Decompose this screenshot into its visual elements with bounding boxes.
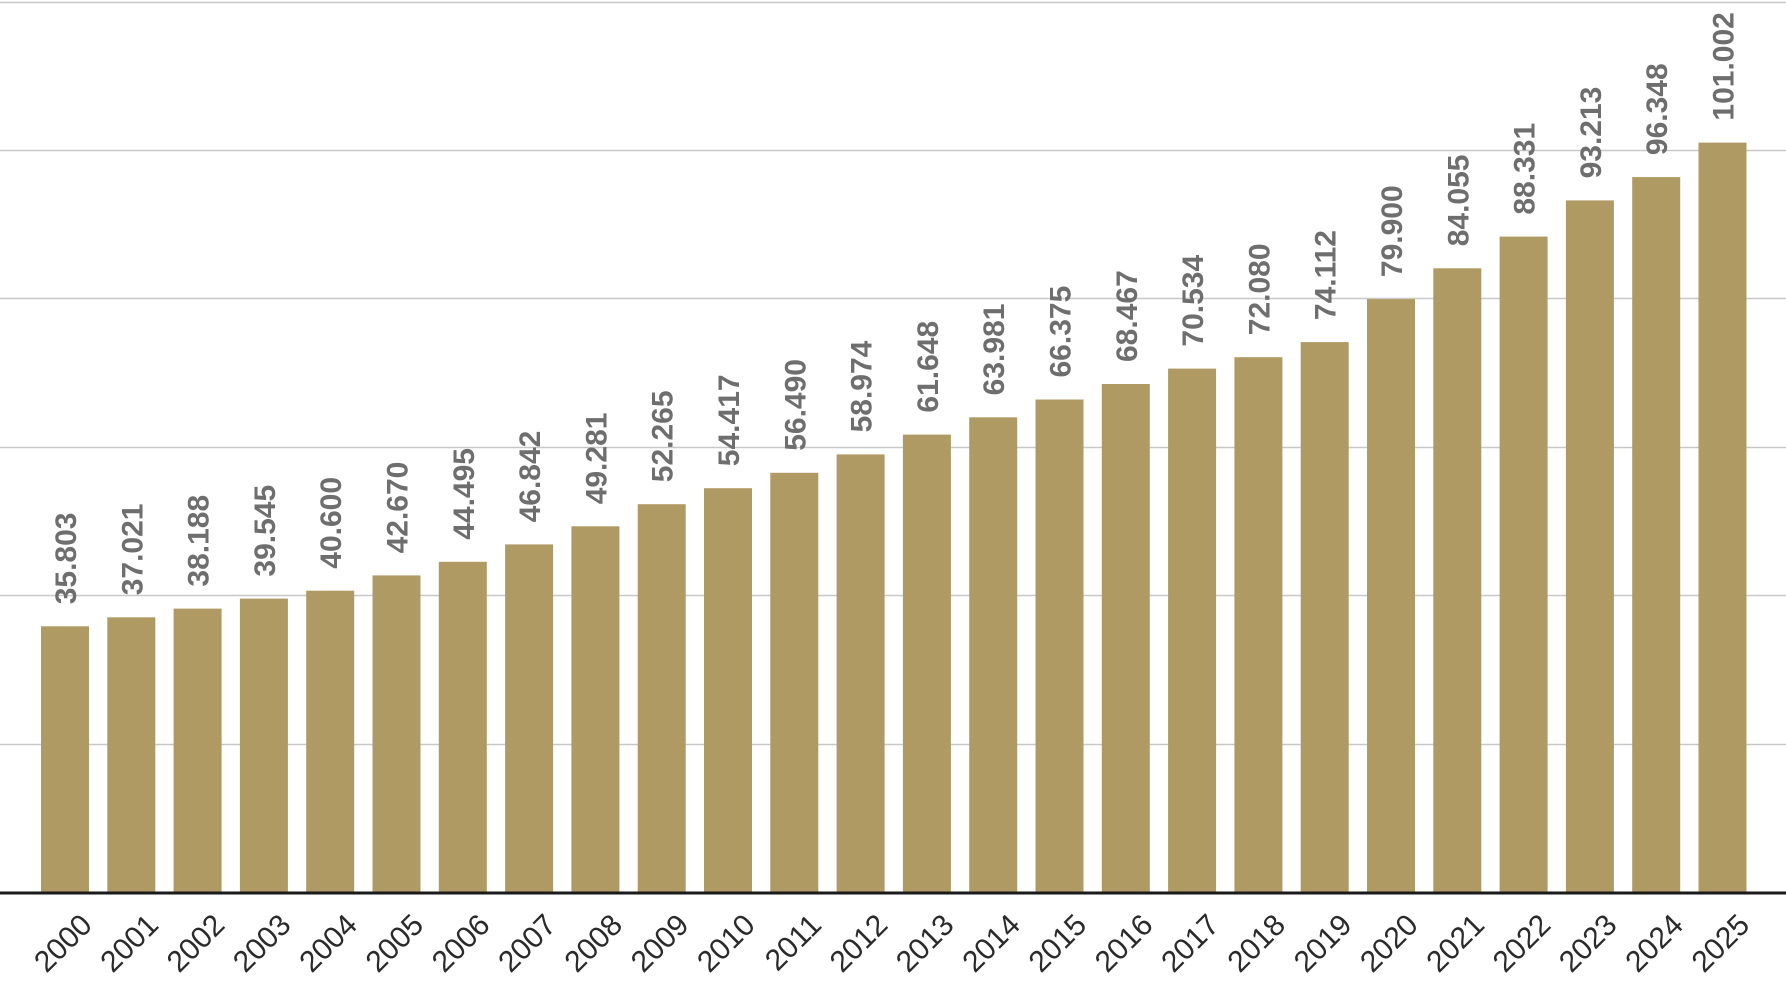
- bar-2022: [1499, 236, 1548, 893]
- value-label-2017: 70.534: [1177, 255, 1210, 347]
- value-labels: 35.803 37.021 38.188 39.545 40.600 42.670 44.4…: [50, 12, 1741, 604]
- bar-2018: [1234, 357, 1283, 892]
- value-label-2023: 93.213: [1575, 87, 1608, 179]
- x-tick-label-2003: 2003: [227, 908, 298, 979]
- value-label-2002: 38.188: [183, 495, 216, 587]
- x-tick-label-2024: 2024: [1619, 908, 1690, 979]
- bars: [41, 142, 1747, 893]
- bar-2023: [1565, 200, 1614, 892]
- bar-2020: [1367, 299, 1415, 893]
- x-tick-label-2021: 2021: [1420, 908, 1491, 979]
- bar-2016: [1101, 384, 1150, 892]
- x-tick-label-2006: 2006: [426, 908, 497, 979]
- x-tick-label-2020: 2020: [1354, 908, 1425, 979]
- x-tick-labels: 2000200120022003200420052006200720082009…: [28, 908, 1756, 979]
- value-label-2004: 40.600: [315, 477, 348, 569]
- value-label-2018: 72.080: [1243, 243, 1276, 335]
- x-tick-label-2018: 2018: [1222, 908, 1293, 979]
- x-tick-label-2008: 2008: [559, 908, 630, 979]
- bar-2019: [1300, 342, 1349, 893]
- value-label-2025: 101.002: [1708, 12, 1741, 120]
- value-label-2005: 42.670: [382, 462, 415, 554]
- x-tick-label-2016: 2016: [1089, 908, 1160, 979]
- bar-2010: [704, 488, 752, 892]
- x-tick-label-2007: 2007: [492, 908, 563, 979]
- bar-2007: [505, 544, 554, 892]
- value-label-2008: 49.281: [580, 413, 613, 505]
- value-label-2010: 54.417: [713, 374, 746, 466]
- bar-2003: [239, 598, 288, 892]
- value-label-2021: 84.055: [1442, 155, 1475, 247]
- x-tick-label-2005: 2005: [360, 908, 431, 979]
- x-tick-label-2004: 2004: [293, 908, 364, 979]
- value-label-2016: 68.467: [1111, 270, 1144, 362]
- x-tick-label-2023: 2023: [1553, 908, 1624, 979]
- bar-2013: [902, 434, 951, 892]
- bar-2006: [438, 561, 487, 892]
- x-tick-label-2019: 2019: [1288, 908, 1359, 979]
- x-tick-label-2015: 2015: [1023, 908, 1094, 979]
- value-label-2009: 52.265: [647, 390, 680, 482]
- x-tick-label-2000: 2000: [28, 908, 99, 979]
- x-tick-label-2002: 2002: [161, 908, 232, 979]
- bar-2021: [1433, 268, 1482, 892]
- bar-2004: [306, 590, 355, 892]
- value-label-2001: 37.021: [116, 504, 149, 596]
- value-label-2011: 56.490: [779, 359, 812, 451]
- value-label-2000: 35.803: [50, 513, 83, 605]
- x-tick-label-2009: 2009: [625, 908, 696, 979]
- value-label-2012: 58.974: [846, 340, 879, 432]
- bar-2025: [1698, 142, 1747, 893]
- bar-2024: [1632, 177, 1681, 893]
- value-label-2003: 39.545: [249, 485, 282, 577]
- gridlines: [0, 1, 1786, 746]
- x-tick-label-2011: 2011: [759, 908, 828, 977]
- bar-2002: [173, 608, 222, 892]
- bar-2011: [770, 472, 819, 892]
- bar-2015: [1035, 399, 1084, 892]
- x-tick-label-2014: 2014: [956, 908, 1027, 979]
- value-label-2024: 96.348: [1641, 63, 1674, 155]
- value-label-2019: 74.112: [1310, 230, 1343, 320]
- value-label-2014: 63.981: [978, 304, 1011, 396]
- value-label-2022: 88.331: [1509, 123, 1542, 215]
- bar-2012: [836, 454, 885, 892]
- value-label-2006: 44.495: [448, 448, 481, 540]
- value-label-2013: 61.648: [912, 321, 945, 413]
- x-tick-label-2001: 2001: [94, 908, 165, 979]
- bar-2014: [969, 417, 1018, 892]
- x-tick-label-2012: 2012: [824, 908, 895, 979]
- bar-2008: [571, 526, 620, 892]
- value-label-2020: 79.900: [1376, 185, 1409, 277]
- x-tick-label-2022: 2022: [1487, 908, 1558, 979]
- x-tick-label-2017: 2017: [1155, 908, 1226, 979]
- value-label-2007: 46.842: [514, 431, 547, 523]
- x-tick-label-2025: 2025: [1686, 908, 1757, 979]
- x-tick-label-2010: 2010: [691, 908, 762, 979]
- bar-2009: [637, 504, 686, 892]
- x-tick-label-2013: 2013: [890, 908, 961, 979]
- bar-2001: [107, 617, 156, 892]
- value-label-2015: 66.375: [1045, 286, 1078, 378]
- bar-2017: [1168, 368, 1217, 893]
- bar-2000: [41, 626, 89, 892]
- bar-2005: [372, 575, 421, 892]
